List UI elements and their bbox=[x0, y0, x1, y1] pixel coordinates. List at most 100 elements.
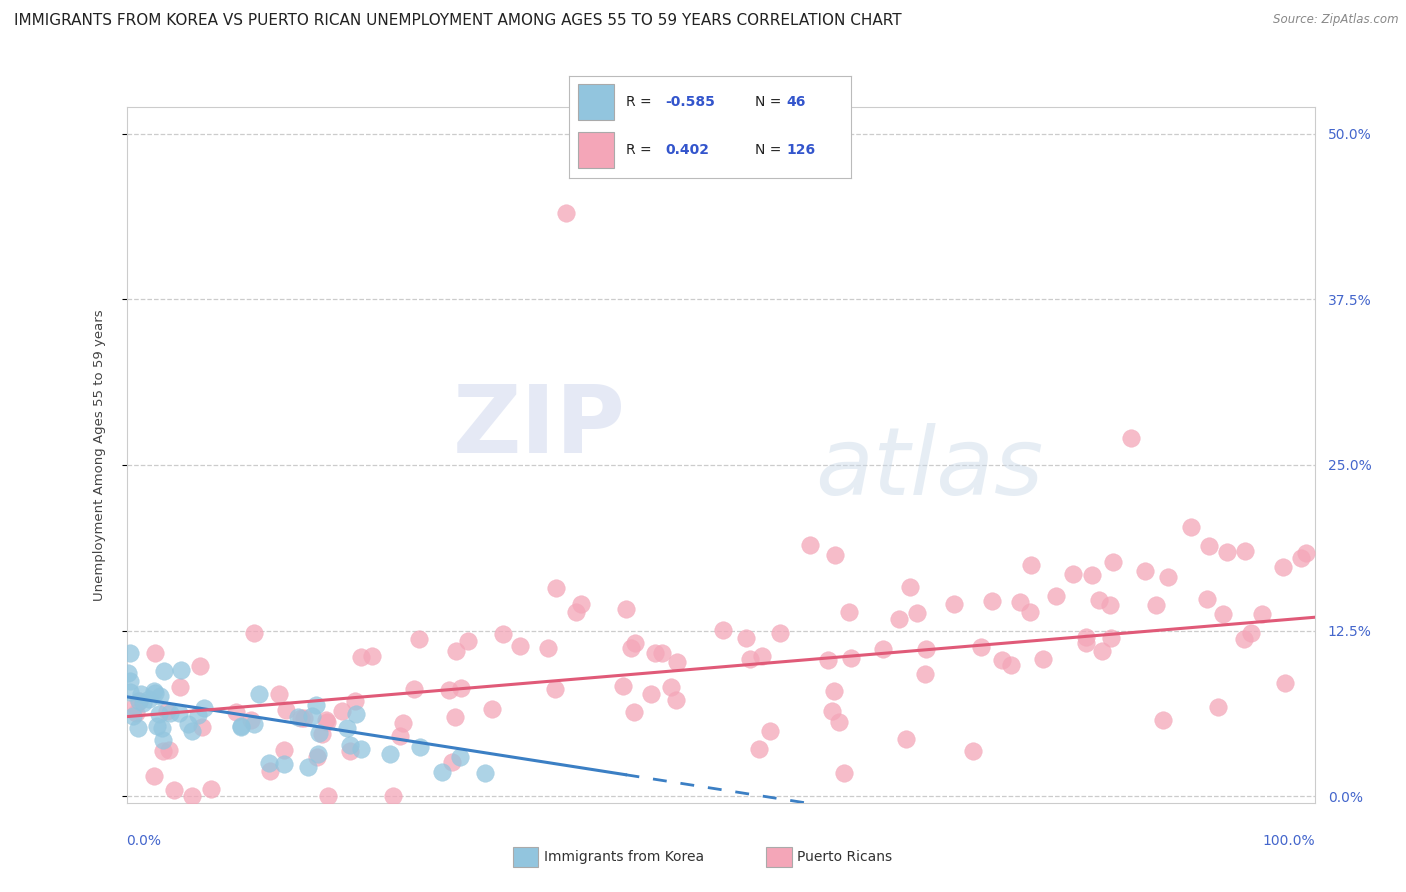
Point bbox=[1000, 657, 1022, 672]
Point bbox=[162, 782, 184, 797]
Point bbox=[143, 646, 166, 660]
Point bbox=[612, 679, 634, 693]
Point bbox=[799, 538, 821, 552]
Point bbox=[896, 731, 918, 746]
Point bbox=[1062, 567, 1084, 582]
Point bbox=[1250, 607, 1272, 621]
Point bbox=[751, 649, 773, 664]
Point bbox=[157, 743, 180, 757]
Point bbox=[1289, 551, 1312, 566]
Point bbox=[644, 646, 666, 660]
Point bbox=[1198, 540, 1220, 554]
Point bbox=[1144, 598, 1167, 612]
Point bbox=[316, 715, 339, 730]
Text: Puerto Ricans: Puerto Ricans bbox=[797, 850, 893, 864]
Point bbox=[239, 713, 262, 727]
Point bbox=[620, 640, 643, 655]
Point bbox=[943, 597, 966, 611]
Point bbox=[1195, 591, 1218, 606]
Point bbox=[200, 782, 222, 797]
Point bbox=[457, 634, 479, 648]
Point bbox=[1274, 676, 1296, 690]
Point bbox=[301, 709, 323, 723]
Point bbox=[1240, 626, 1263, 640]
Point bbox=[640, 687, 662, 701]
Point bbox=[1157, 570, 1180, 584]
Point bbox=[962, 744, 984, 758]
Bar bbox=[578, 84, 614, 120]
Point bbox=[738, 652, 761, 666]
Text: -0.585: -0.585 bbox=[665, 95, 714, 109]
Point bbox=[290, 710, 312, 724]
Point bbox=[444, 644, 467, 658]
Point bbox=[1272, 559, 1295, 574]
Text: atlas: atlas bbox=[815, 424, 1043, 515]
Point bbox=[970, 640, 993, 654]
Point bbox=[838, 605, 860, 619]
Point bbox=[1099, 598, 1122, 612]
Point bbox=[905, 606, 928, 620]
Point bbox=[344, 694, 367, 708]
Point bbox=[287, 709, 309, 723]
Point bbox=[124, 699, 146, 714]
Point bbox=[734, 631, 756, 645]
Point bbox=[1180, 520, 1202, 534]
Point bbox=[1212, 607, 1234, 621]
Point bbox=[872, 642, 894, 657]
Point bbox=[1008, 594, 1031, 608]
Point bbox=[474, 765, 496, 780]
Point bbox=[273, 743, 295, 757]
Point bbox=[148, 706, 170, 721]
Point bbox=[509, 639, 531, 653]
Point bbox=[225, 705, 247, 719]
Point bbox=[887, 612, 910, 626]
Point bbox=[408, 632, 430, 647]
Point bbox=[339, 744, 361, 758]
Point bbox=[817, 652, 839, 666]
Point bbox=[1088, 592, 1111, 607]
Point bbox=[247, 687, 270, 701]
Point bbox=[449, 750, 471, 764]
Point bbox=[823, 683, 845, 698]
Point bbox=[759, 724, 782, 739]
Point bbox=[242, 717, 264, 731]
Point bbox=[339, 739, 361, 753]
Point bbox=[481, 702, 503, 716]
Point bbox=[155, 705, 177, 719]
Point bbox=[152, 733, 174, 747]
Point bbox=[308, 726, 330, 740]
Point bbox=[1295, 546, 1317, 560]
Text: R =: R = bbox=[626, 144, 659, 157]
Text: 0.0%: 0.0% bbox=[127, 834, 162, 848]
Point bbox=[450, 681, 472, 695]
Point bbox=[623, 635, 645, 649]
Point bbox=[316, 789, 339, 804]
Point bbox=[350, 742, 373, 756]
Point bbox=[360, 648, 382, 663]
Point bbox=[143, 684, 166, 698]
Point bbox=[623, 705, 645, 719]
Point bbox=[229, 719, 252, 733]
Text: N =: N = bbox=[755, 144, 786, 157]
Point bbox=[437, 682, 460, 697]
Point bbox=[1081, 568, 1104, 582]
Point bbox=[167, 706, 190, 721]
Point bbox=[821, 704, 844, 718]
Point bbox=[259, 764, 281, 778]
Point bbox=[651, 646, 673, 660]
Point bbox=[1233, 632, 1256, 646]
Point bbox=[169, 680, 191, 694]
Point bbox=[307, 747, 329, 761]
Point bbox=[191, 720, 214, 734]
Text: IMMIGRANTS FROM KOREA VS PUERTO RICAN UNEMPLOYMENT AMONG AGES 55 TO 59 YEARS COR: IMMIGRANTS FROM KOREA VS PUERTO RICAN UN… bbox=[14, 13, 901, 29]
Point bbox=[1045, 589, 1067, 603]
Point bbox=[153, 664, 176, 678]
Point bbox=[336, 721, 359, 735]
Point bbox=[122, 709, 145, 723]
Point bbox=[1152, 713, 1174, 727]
Point bbox=[159, 706, 181, 720]
Point bbox=[1119, 431, 1142, 445]
Point bbox=[914, 641, 936, 656]
Point bbox=[125, 706, 148, 720]
Point bbox=[181, 789, 204, 804]
